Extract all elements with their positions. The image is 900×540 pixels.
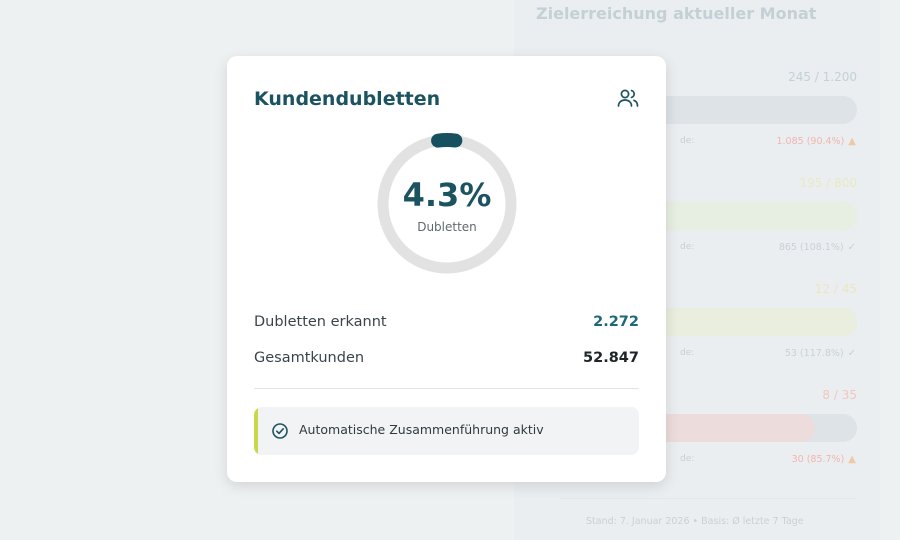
goal-progress-value-text: 1.085 (90.4%) [776, 136, 845, 147]
goal-footer-text: Stand: 7. Januar 2026 • Basis: Ø letzte … [586, 516, 804, 527]
duplicates-card: Kundendubletten 4.3% Dubletten Dubletten… [227, 56, 666, 482]
gauge-label: Dubletten [417, 220, 477, 234]
goal-row-count: 245 / 1.200 [788, 70, 857, 84]
goal-progress-value: 1.085 (90.4%) ▲ [776, 136, 856, 147]
auto-merge-status: Automatische Zusammenführung aktiv [254, 407, 639, 455]
gauge-fill [376, 133, 518, 275]
stat-row-total-customers: Gesamtkunden 52.847 [254, 347, 639, 369]
goal-row-count: 195 / 800 [799, 176, 857, 190]
stat-value: 52.847 [583, 350, 639, 366]
stat-row-duplicates: Dubletten erkannt 2.272 [254, 311, 639, 333]
goal-row-count: 12 / 45 [814, 282, 857, 296]
card-title: Kundendubletten [254, 88, 441, 110]
goal-progress-label: de: [680, 454, 695, 464]
stat-label: Gesamtkunden [254, 350, 365, 366]
goal-progress-value-text: 865 (108.1%) [778, 242, 844, 253]
goal-panel-title: Zielerreichung aktueller Monat [536, 4, 817, 23]
goal-row-count: 8 / 35 [822, 388, 857, 402]
status-text: Automatische Zusammenführung aktiv [299, 422, 544, 437]
check-icon: ✓ [847, 242, 856, 253]
goal-progress-value: 865 (108.1%) ✓ [779, 242, 856, 253]
warning-icon: ▲ [848, 454, 856, 465]
goal-progress-label: de: [680, 136, 695, 146]
goal-progress-value-text: 30 (85.7%) [791, 454, 845, 465]
goal-progress-value: 30 (85.7%) ▲ [792, 454, 856, 465]
status-accent-bar [254, 407, 258, 455]
goal-progress-value: 53 (117.8%) ✓ [785, 348, 856, 359]
check-circle-icon [272, 423, 288, 439]
stat-label: Dubletten erkannt [254, 314, 387, 330]
gauge-value: 4.3% [402, 176, 492, 214]
stat-value: 2.272 [593, 314, 639, 330]
goal-progress-label: de: [680, 348, 695, 358]
goal-progress-value-text: 53 (117.8%) [784, 348, 844, 359]
warning-icon: ▲ [848, 136, 856, 147]
card-divider [254, 388, 639, 389]
duplicate-gauge [376, 133, 518, 275]
check-icon: ✓ [847, 348, 856, 359]
users-icon [617, 89, 639, 107]
goal-footer-divider [560, 498, 857, 499]
goal-progress-label: de: [680, 242, 695, 252]
